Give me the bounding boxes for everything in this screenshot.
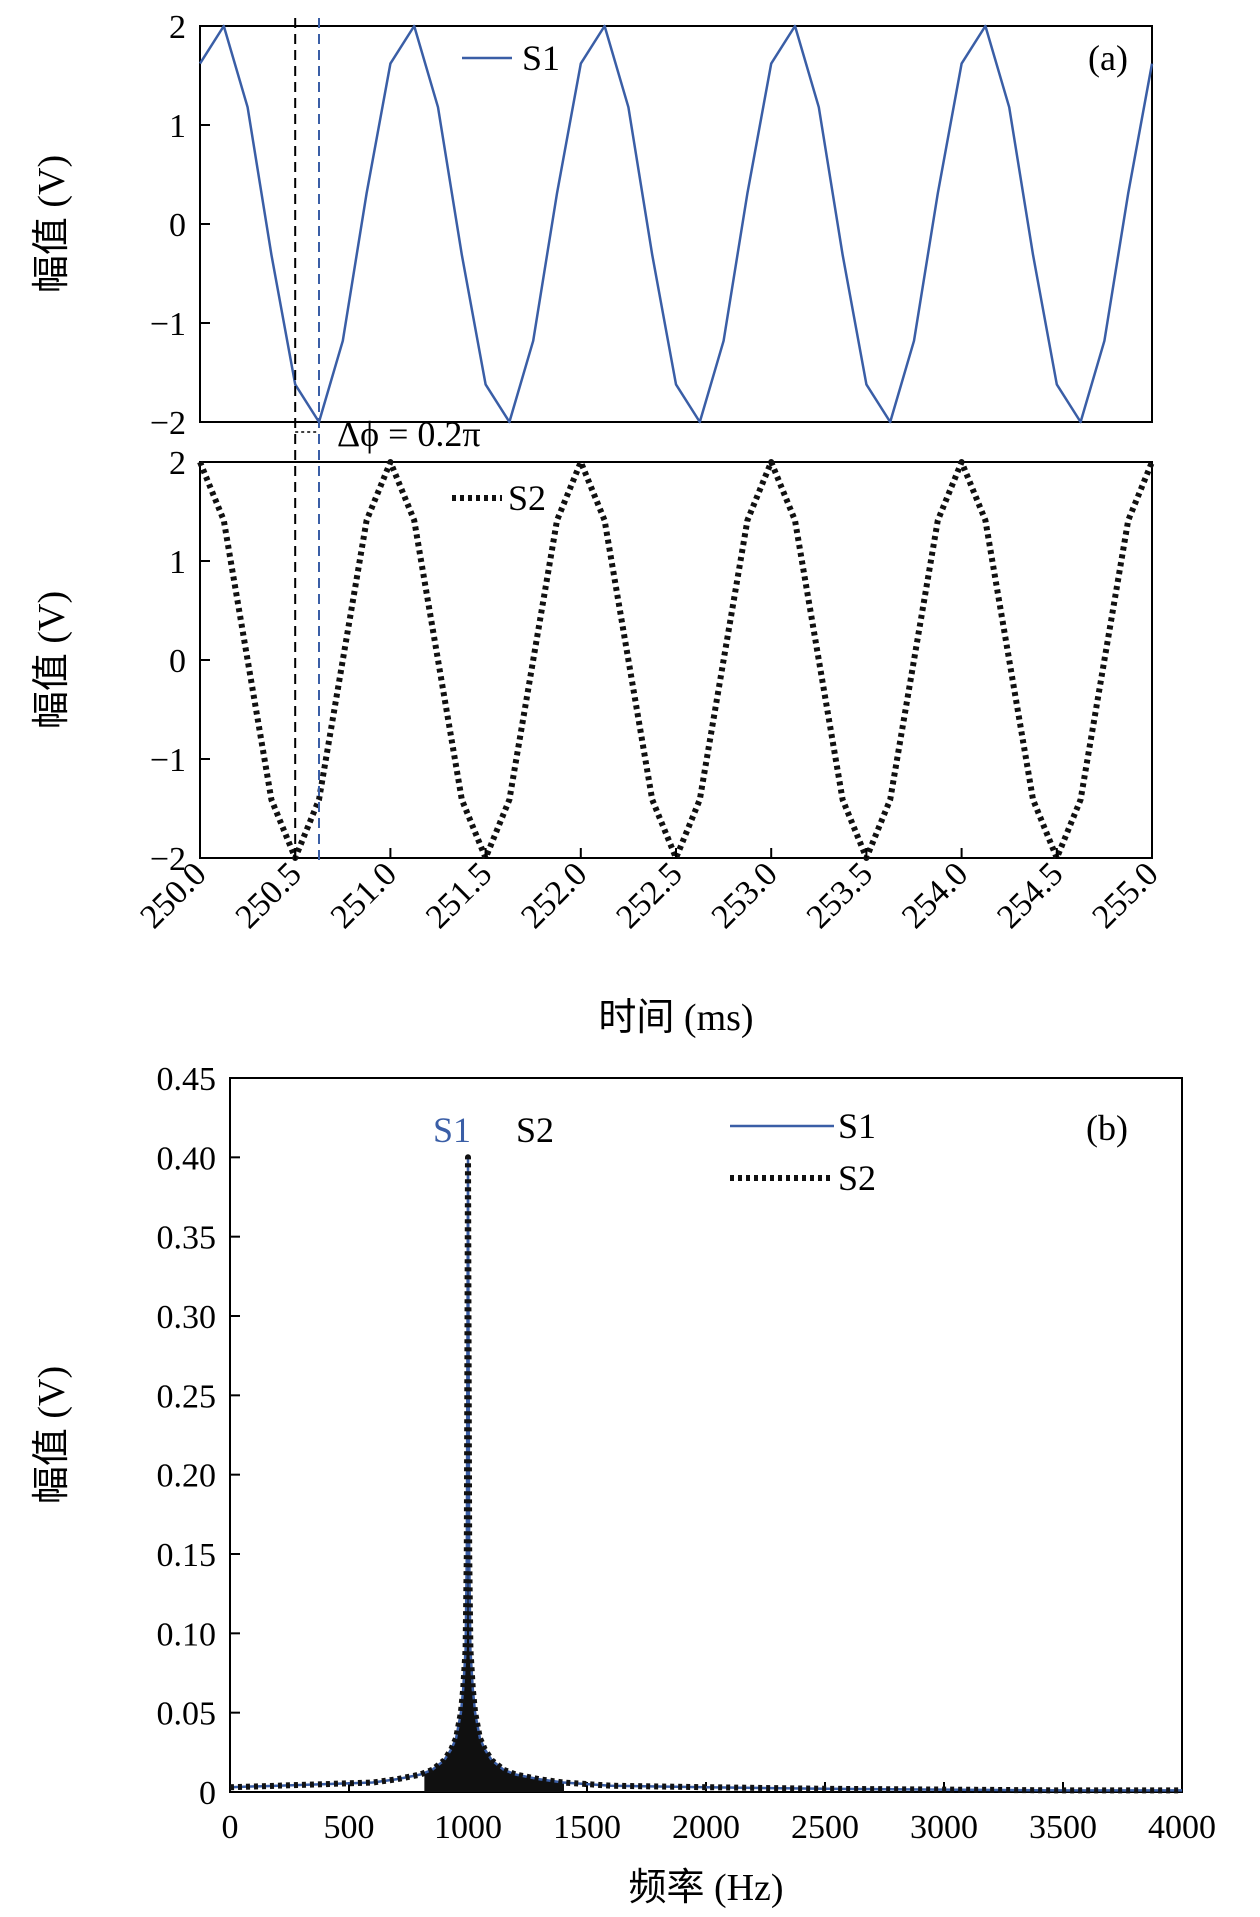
plot-frame-0 — [199, 25, 1153, 423]
x-tick-label: 250.5 — [229, 855, 309, 935]
legend-label-s2: S2 — [508, 478, 546, 518]
series-line-s2 — [229, 1154, 1182, 1794]
series-line-s2 — [197, 459, 1155, 861]
x-tick-label: 0 — [222, 1809, 239, 1846]
y-tick-label: −1 — [150, 306, 186, 343]
x-tick-label: 500 — [324, 1809, 375, 1846]
x-tick-label: 4000 — [1148, 1809, 1216, 1846]
y-tick-label: −2 — [150, 405, 186, 442]
y-tick-label: 0.10 — [157, 1616, 217, 1653]
y-tick-label: 1 — [169, 544, 186, 581]
peak-label-s1: S1 — [433, 1110, 471, 1150]
x-axis-label: 时间 (ms) — [598, 997, 753, 1039]
y-axis-label: 幅值 (V) — [31, 155, 73, 293]
y-axis-label: 幅值 (V) — [31, 1366, 73, 1504]
y-tick-label: −2 — [150, 841, 186, 878]
x-tick-label: 1500 — [553, 1809, 621, 1846]
y-tick-label: 0.15 — [157, 1537, 217, 1574]
y-tick-label: 0.45 — [157, 1061, 217, 1098]
y-tick-label: 0 — [169, 207, 186, 244]
x-tick-label: 254.0 — [895, 855, 975, 935]
x-tick-label: 253.0 — [705, 855, 785, 935]
peak-label-s2: S2 — [516, 1110, 554, 1150]
y-tick-label: 0 — [199, 1775, 216, 1812]
x-tick-label: 253.5 — [800, 855, 880, 935]
legend-label-s1: S1 — [522, 38, 560, 78]
series-line-s1 — [198, 24, 1154, 424]
y-tick-label: 0.25 — [157, 1378, 217, 1415]
x-tick-label: 2000 — [672, 1809, 740, 1846]
x-tick-label: 252.5 — [609, 855, 689, 935]
x-tick-label: 3500 — [1029, 1809, 1097, 1846]
x-tick-label: 3000 — [910, 1809, 978, 1846]
plot-frame-1 — [199, 461, 1153, 859]
y-tick-label: 0.30 — [157, 1299, 217, 1336]
y-axis-label: 幅值 (V) — [31, 591, 73, 729]
panel-label-a: (a) — [1088, 38, 1128, 78]
x-tick-label: 251.0 — [324, 855, 404, 935]
y-tick-label: 0.20 — [157, 1458, 217, 1495]
y-tick-label: 2 — [169, 9, 186, 46]
x-tick-label: 2500 — [791, 1809, 859, 1846]
x-tick-label: 254.5 — [990, 855, 1070, 935]
y-tick-label: 2 — [169, 445, 186, 482]
y-tick-label: 0 — [169, 643, 186, 680]
x-axis-label: 频率 (Hz) — [628, 1867, 783, 1909]
y-tick-label: 0.40 — [157, 1140, 217, 1177]
spectrum-band — [424, 1157, 565, 1792]
legend-label-s1: S1 — [838, 1106, 876, 1146]
y-tick-label: −1 — [150, 742, 186, 779]
legend-label-s2: S2 — [838, 1158, 876, 1198]
plot-frame-2 — [229, 1077, 1183, 1793]
x-tick-label: 255.0 — [1085, 855, 1165, 935]
phase-annotation: Δϕ = 0.2π — [337, 414, 481, 454]
y-tick-label: 0.35 — [157, 1220, 217, 1257]
series-line-s1 — [229, 1156, 1182, 1792]
x-tick-label: 252.0 — [514, 855, 594, 935]
x-tick-label: 251.5 — [419, 855, 499, 935]
y-tick-label: 1 — [169, 108, 186, 145]
panel-label-b: (b) — [1086, 1108, 1128, 1148]
y-tick-label: 0.05 — [157, 1696, 217, 1733]
x-tick-label: 1000 — [434, 1809, 502, 1846]
